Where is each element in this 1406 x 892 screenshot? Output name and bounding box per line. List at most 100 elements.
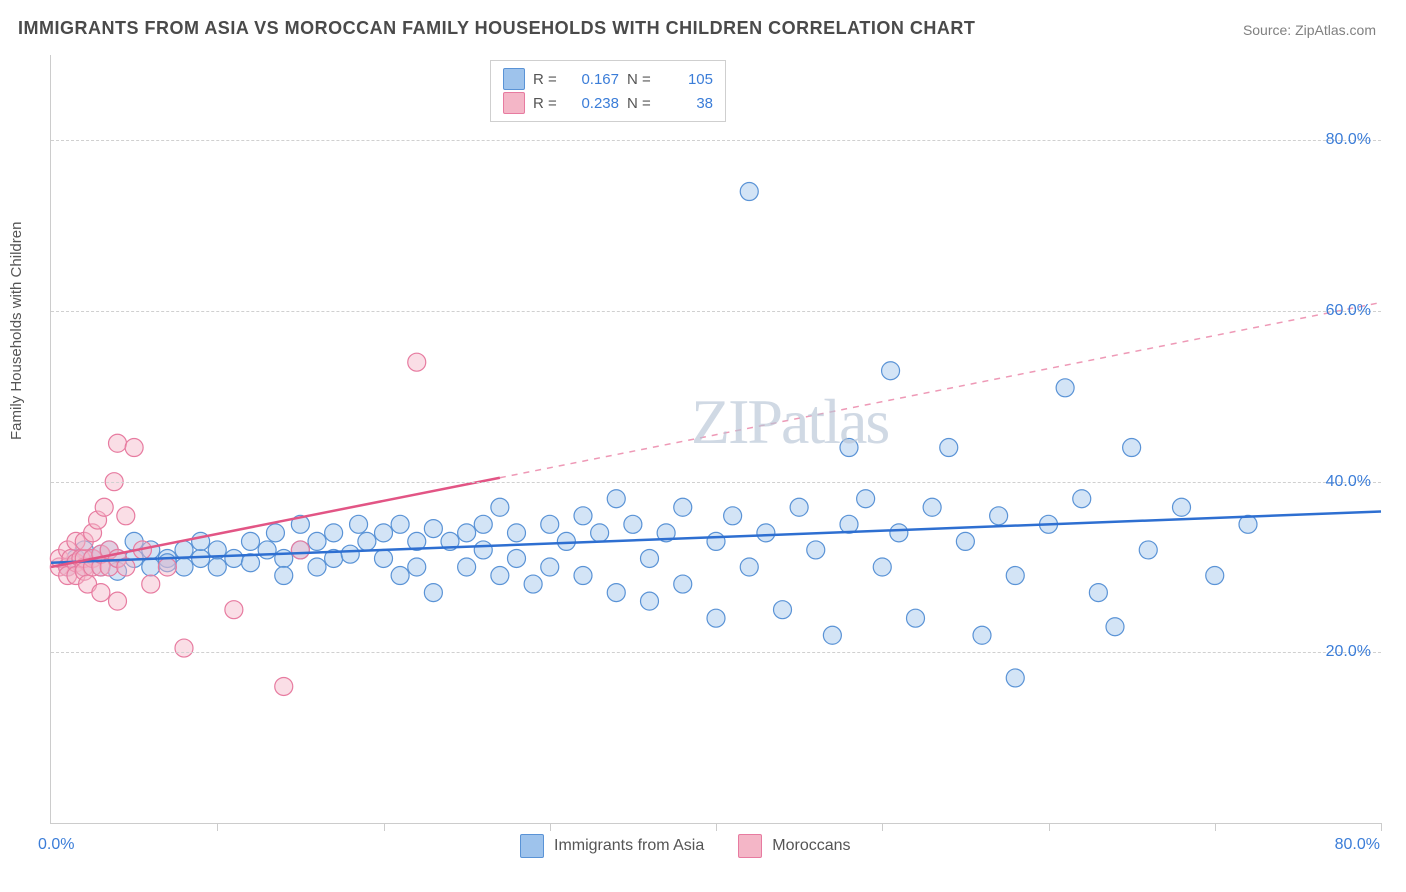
- x-tick: [550, 823, 551, 831]
- data-point: [92, 584, 110, 602]
- y-tick-label: 80.0%: [1326, 131, 1371, 149]
- data-point: [275, 549, 293, 567]
- y-tick-label: 60.0%: [1326, 302, 1371, 320]
- series-legend: Immigrants from AsiaMoroccans: [520, 834, 875, 858]
- data-point: [375, 524, 393, 542]
- gridline: [51, 311, 1381, 312]
- data-point: [724, 507, 742, 525]
- legend-r-label: R =: [533, 71, 561, 88]
- data-point: [873, 558, 891, 576]
- data-point: [325, 524, 343, 542]
- x-tick: [1049, 823, 1050, 831]
- data-point: [458, 558, 476, 576]
- data-point: [275, 567, 293, 585]
- data-point: [541, 515, 559, 533]
- data-point: [956, 532, 974, 550]
- data-point: [840, 439, 858, 457]
- data-point: [524, 575, 542, 593]
- data-point: [990, 507, 1008, 525]
- data-point: [923, 498, 941, 516]
- data-point: [491, 498, 509, 516]
- y-tick-label: 20.0%: [1326, 643, 1371, 661]
- data-point: [424, 520, 442, 538]
- data-point: [474, 515, 492, 533]
- data-point: [1089, 584, 1107, 602]
- data-point: [790, 498, 808, 516]
- data-point: [508, 549, 526, 567]
- legend-r-label: R =: [533, 95, 561, 112]
- scatter-svg: [51, 55, 1381, 823]
- data-point: [95, 498, 113, 516]
- legend-swatch: [503, 92, 525, 114]
- data-point: [391, 567, 409, 585]
- data-point: [158, 558, 176, 576]
- data-point: [109, 592, 127, 610]
- data-point: [674, 575, 692, 593]
- plot-area: ZIPatlas 20.0%40.0%60.0%80.0%: [50, 55, 1381, 824]
- y-axis-label: Family Households with Children: [8, 222, 25, 440]
- data-point: [740, 558, 758, 576]
- data-point: [341, 545, 359, 563]
- data-point: [807, 541, 825, 559]
- data-point: [242, 532, 260, 550]
- data-point: [907, 609, 925, 627]
- data-point: [142, 558, 160, 576]
- x-tick: [716, 823, 717, 831]
- data-point: [125, 439, 143, 457]
- x-tick: [882, 823, 883, 831]
- data-point: [458, 524, 476, 542]
- legend-n-label: N =: [627, 71, 655, 88]
- legend-series-label: Immigrants from Asia: [554, 837, 704, 855]
- data-point: [740, 183, 758, 201]
- chart-title: IMMIGRANTS FROM ASIA VS MOROCCAN FAMILY …: [18, 18, 975, 39]
- legend-swatch: [520, 834, 544, 858]
- data-point: [275, 677, 293, 695]
- data-point: [707, 609, 725, 627]
- legend-r-value: 0.238: [569, 95, 619, 112]
- legend-row: R =0.238N =38: [503, 91, 713, 115]
- data-point: [641, 549, 659, 567]
- data-point: [391, 515, 409, 533]
- data-point: [1006, 669, 1024, 687]
- x-max-label: 80.0%: [1335, 836, 1380, 854]
- x-tick: [1215, 823, 1216, 831]
- data-point: [175, 639, 193, 657]
- data-point: [291, 541, 309, 559]
- data-point: [1006, 567, 1024, 585]
- data-point: [674, 498, 692, 516]
- x-origin-label: 0.0%: [38, 836, 74, 854]
- data-point: [408, 353, 426, 371]
- x-tick: [384, 823, 385, 831]
- data-point: [1106, 618, 1124, 636]
- data-point: [591, 524, 609, 542]
- legend-n-value: 105: [663, 71, 713, 88]
- data-point: [258, 541, 276, 559]
- data-point: [142, 575, 160, 593]
- data-point: [508, 524, 526, 542]
- data-point: [973, 626, 991, 644]
- data-point: [607, 490, 625, 508]
- data-point: [225, 601, 243, 619]
- data-point: [491, 567, 509, 585]
- data-point: [350, 515, 368, 533]
- x-tick: [217, 823, 218, 831]
- data-point: [607, 584, 625, 602]
- legend-n-label: N =: [627, 95, 655, 112]
- source-label: Source: ZipAtlas.com: [1243, 22, 1376, 38]
- y-tick-label: 40.0%: [1326, 473, 1371, 491]
- data-point: [857, 490, 875, 508]
- data-point: [266, 524, 284, 542]
- data-point: [574, 567, 592, 585]
- gridline: [51, 482, 1381, 483]
- gridline: [51, 140, 1381, 141]
- data-point: [1139, 541, 1157, 559]
- data-point: [474, 541, 492, 559]
- data-point: [308, 532, 326, 550]
- data-point: [1206, 567, 1224, 585]
- data-point: [308, 558, 326, 576]
- data-point: [225, 549, 243, 567]
- gridline: [51, 652, 1381, 653]
- data-point: [1073, 490, 1091, 508]
- data-point: [890, 524, 908, 542]
- legend-swatch: [503, 68, 525, 90]
